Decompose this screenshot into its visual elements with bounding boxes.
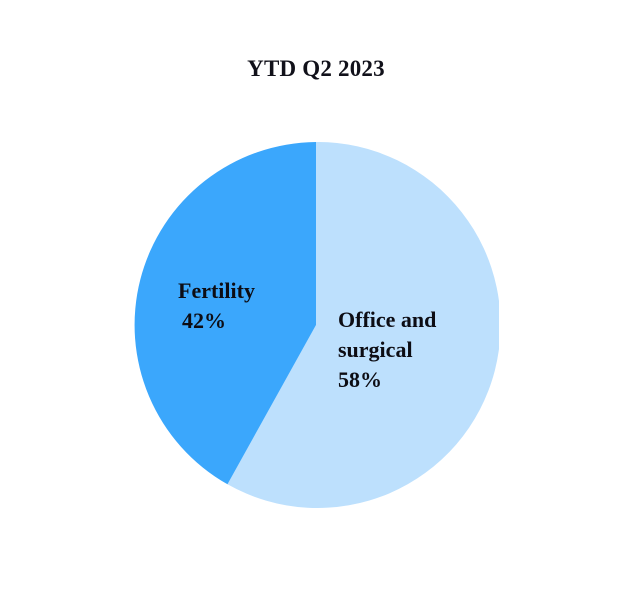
pie-slice-office-and-surgical[interactable] xyxy=(227,142,499,508)
pie-label-fertility-name: Fertility xyxy=(178,278,255,303)
pie-label-office-line2: surgical xyxy=(338,337,413,362)
chart-title: YTD Q2 2023 xyxy=(247,56,385,81)
pie-slice-fertility[interactable] xyxy=(134,142,316,485)
pie-label-fertility-percent: 42% xyxy=(182,308,226,333)
pie-label-fertility: Fertility 42% xyxy=(178,276,255,336)
pie-label-office-line1: Office and xyxy=(338,307,437,332)
pie-svg xyxy=(134,142,499,508)
pie-label-office-percent: 58% xyxy=(338,367,382,392)
pie-chart-graphic xyxy=(133,142,499,508)
pie-label-office-and-surgical: Office and surgical 58% xyxy=(338,305,436,395)
